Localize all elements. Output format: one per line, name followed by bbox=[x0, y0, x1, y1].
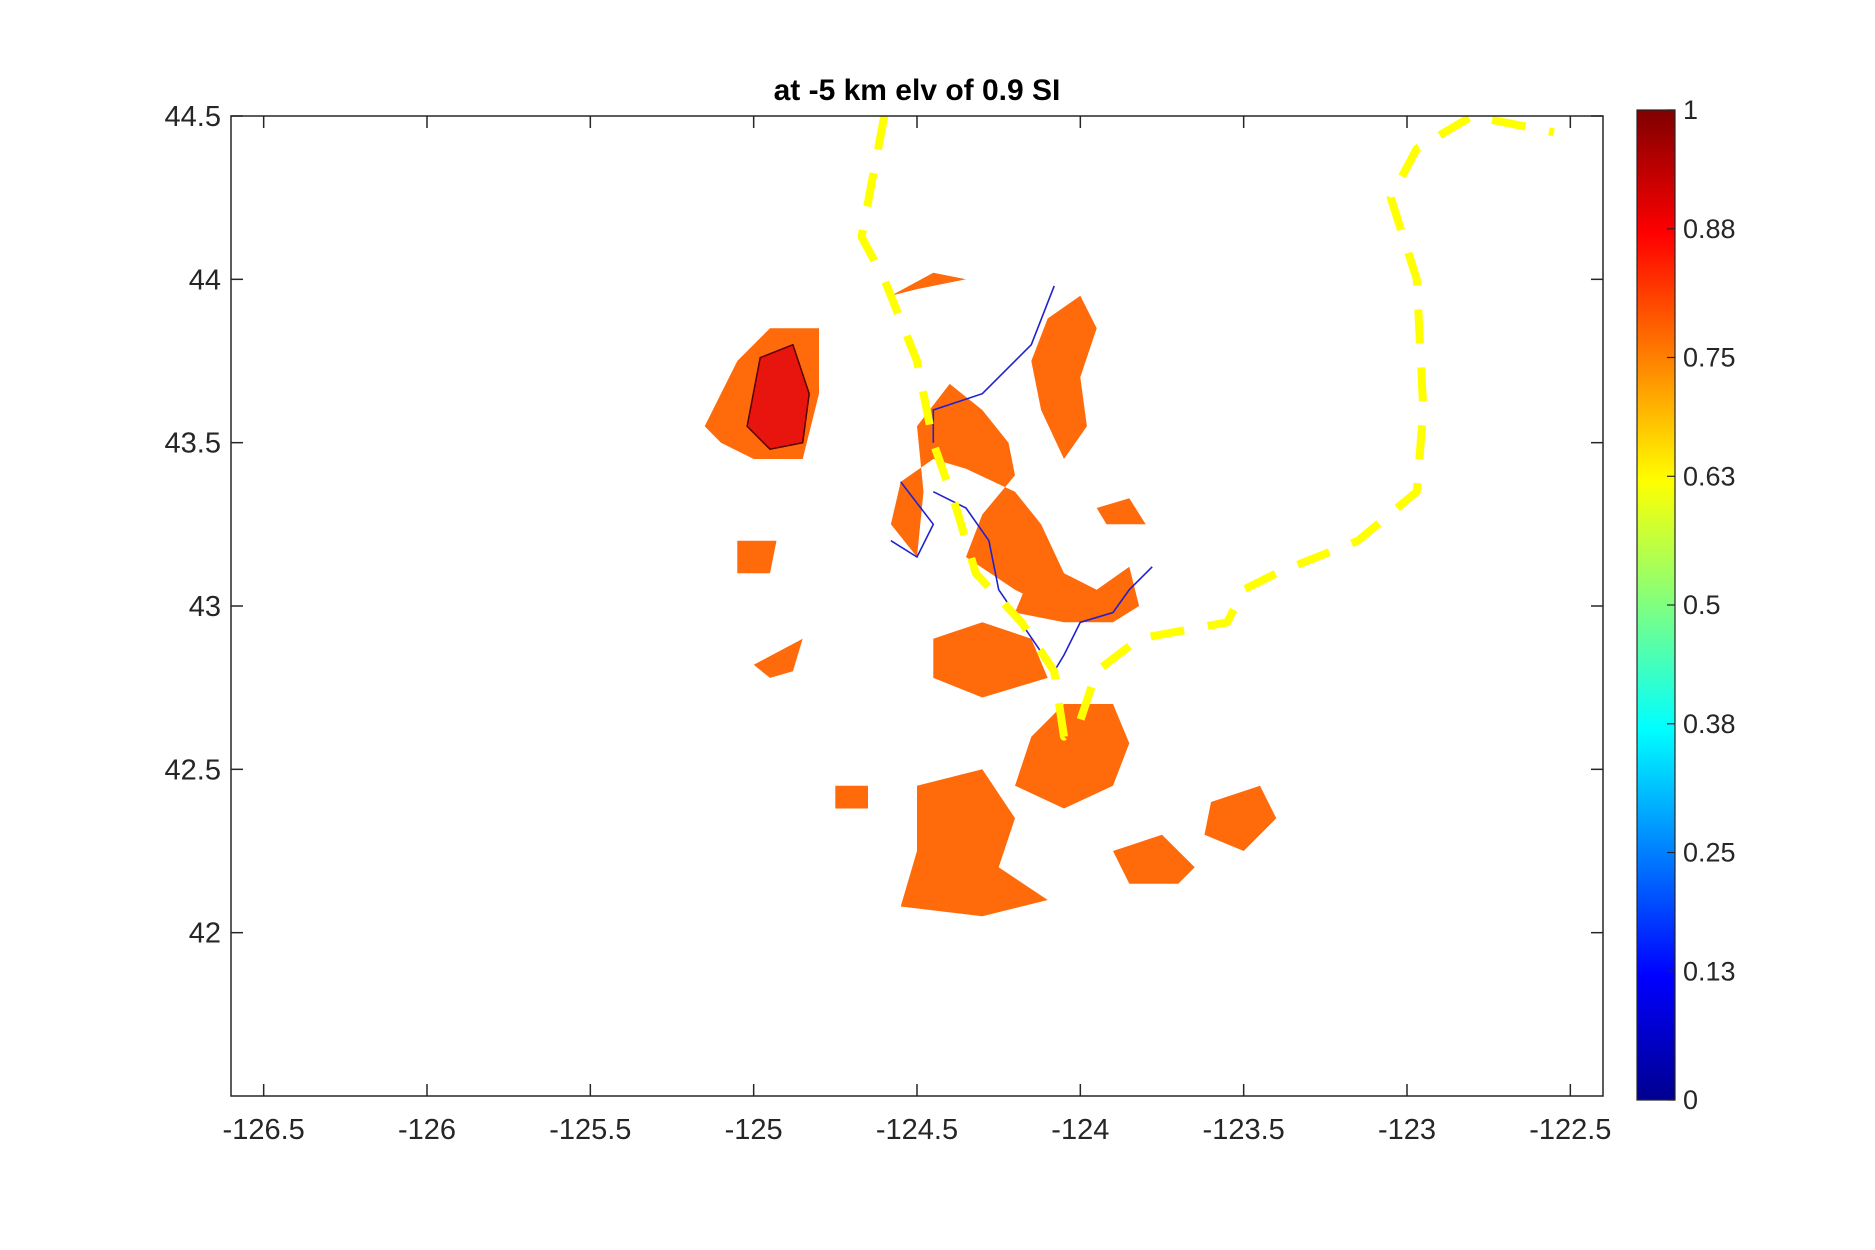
contour-line-2 bbox=[932, 490, 1153, 673]
colorbar-tick-label: 0.75 bbox=[1683, 343, 1736, 373]
region-2 bbox=[890, 272, 966, 296]
x-axis: -126.5 -126 -125.5 -125 -124.5 -124 -123.5 -123… bbox=[223, 116, 1611, 1146]
region-3 bbox=[890, 383, 1064, 606]
region-13 bbox=[1113, 834, 1195, 884]
x-tick-label: -125 bbox=[725, 1114, 783, 1146]
chart-title: at -5 km elv of 0.9 SI bbox=[774, 74, 1061, 107]
region-8 bbox=[753, 638, 803, 678]
x-tick-label: -123.5 bbox=[1203, 1114, 1285, 1146]
boundary-dashed-line-0 bbox=[857, 116, 1555, 741]
x-tick-label: -123 bbox=[1378, 1114, 1436, 1146]
contour-line-1 bbox=[890, 481, 935, 559]
colorbar-ticks: 0 0.13 0.25 0.38 0.5 0.63 0.75 0.88 1 bbox=[1667, 95, 1736, 1115]
y-axis: 42 42.5 43 43.5 44 44.5 bbox=[165, 101, 1603, 950]
colorbar-tick-label: 0.5 bbox=[1683, 590, 1721, 620]
y-tick-label: 43 bbox=[189, 591, 221, 623]
x-tick-label: -124.5 bbox=[876, 1114, 958, 1146]
y-tick-label: 43.5 bbox=[165, 428, 221, 460]
region-14 bbox=[1204, 785, 1277, 851]
region-6 bbox=[1096, 498, 1146, 525]
x-tick-label: -125.5 bbox=[549, 1114, 631, 1146]
colorbar-tick-label: 0.38 bbox=[1683, 709, 1736, 739]
colorbar-tick-label: 0.63 bbox=[1683, 461, 1736, 491]
colorbar-tick-label: 0 bbox=[1683, 1085, 1698, 1115]
region-11 bbox=[900, 769, 1048, 917]
x-tick-label: -126 bbox=[398, 1114, 456, 1146]
region-10 bbox=[1015, 704, 1130, 809]
colorbar-tick-label: 0.88 bbox=[1683, 214, 1736, 244]
y-tick-label: 44.5 bbox=[165, 101, 221, 133]
region-7 bbox=[737, 540, 777, 574]
region-9 bbox=[933, 622, 1048, 698]
contour-line-0 bbox=[932, 285, 1055, 443]
plot-area bbox=[231, 116, 1603, 1096]
region-4 bbox=[1031, 295, 1097, 459]
region-1 bbox=[746, 343, 810, 451]
region-5 bbox=[1015, 566, 1140, 623]
y-tick-label: 42 bbox=[189, 918, 221, 950]
colorbar-tick-label: 0.13 bbox=[1683, 956, 1736, 986]
x-tick-label: -122.5 bbox=[1529, 1114, 1611, 1146]
colorbar-tick-label: 0.25 bbox=[1683, 838, 1736, 868]
y-tick-label: 44 bbox=[189, 264, 221, 296]
region-12 bbox=[835, 785, 868, 809]
x-tick-label: -124 bbox=[1051, 1114, 1109, 1146]
x-tick-label: -126.5 bbox=[223, 1114, 305, 1146]
colorbar-tick-label: 1 bbox=[1683, 95, 1698, 125]
data-layer bbox=[704, 116, 1555, 917]
y-tick-label: 42.5 bbox=[165, 754, 221, 786]
